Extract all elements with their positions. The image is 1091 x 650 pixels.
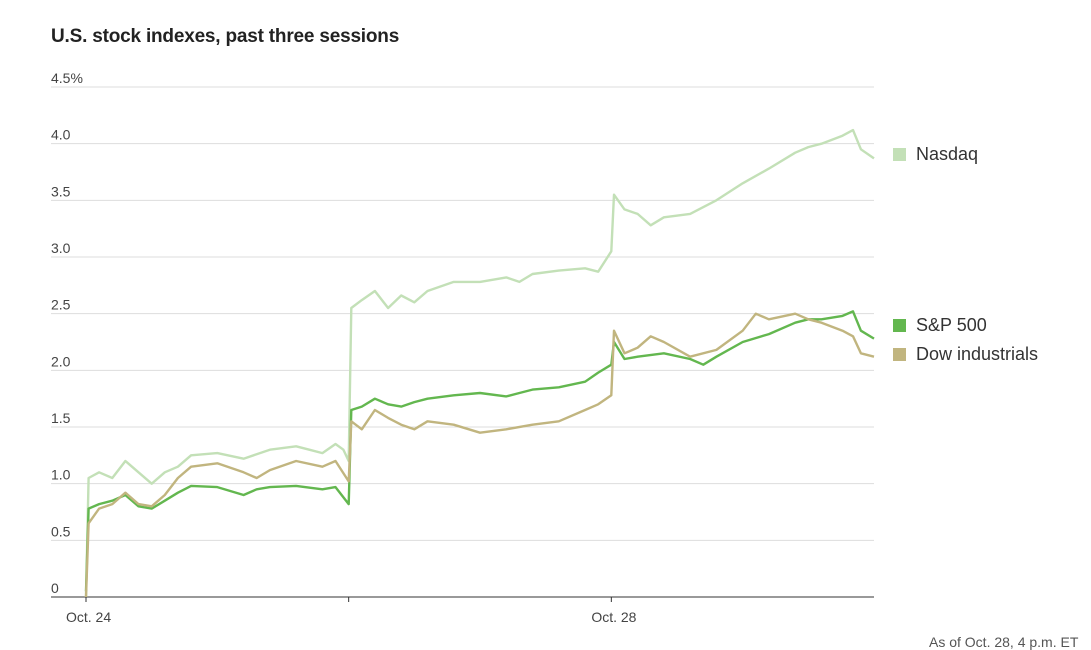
legend-label-sp500: S&P 500: [916, 315, 987, 335]
series-line-nasdaq: [84, 128, 875, 598]
y-tick-label: 1.0: [51, 467, 71, 483]
legend-label-dow: Dow industrials: [916, 344, 1039, 364]
chart-title: U.S. stock indexes, past three sessions: [51, 26, 400, 47]
legend-swatch-dow: [893, 348, 906, 361]
legend-swatch-sp500: [893, 319, 906, 332]
y-axis-ticks: 0 0.5 1.0 1.5 2.0 2.5 3.0 3.5 4.0 4.5%: [51, 70, 83, 596]
legend-swatch-nasdaq: [893, 148, 906, 161]
y-tick-label: 0.5: [51, 523, 71, 539]
x-tick-label: Oct. 28: [591, 609, 636, 625]
legend-label-nasdaq: Nasdaq: [916, 144, 979, 164]
series-line-s-p-500: [84, 310, 875, 592]
gridlines: [51, 86, 874, 541]
y-tick-label: 0: [51, 580, 59, 596]
y-tick-label: 3.5: [51, 183, 71, 199]
x-tick-label: Oct. 24: [66, 609, 111, 625]
y-tick-label: 4.5%: [51, 70, 83, 86]
y-tick-label: 2.0: [51, 353, 71, 369]
legend-item-dow: Dow industrials: [893, 344, 1038, 365]
x-axis: Oct. 24 Oct. 28: [51, 596, 874, 625]
series-line-dow-industrials: [84, 312, 875, 598]
legend-item-nasdaq: Nasdaq: [893, 144, 978, 165]
series-lines: [84, 128, 875, 598]
timestamp-note: As of Oct. 28, 4 p.m. ET: [929, 634, 1079, 650]
y-tick-label: 3.0: [51, 240, 71, 256]
y-tick-label: 2.5: [51, 297, 71, 313]
y-tick-label: 1.5: [51, 410, 71, 426]
y-tick-label: 4.0: [51, 127, 71, 143]
legend-item-sp500: S&P 500: [893, 315, 987, 336]
